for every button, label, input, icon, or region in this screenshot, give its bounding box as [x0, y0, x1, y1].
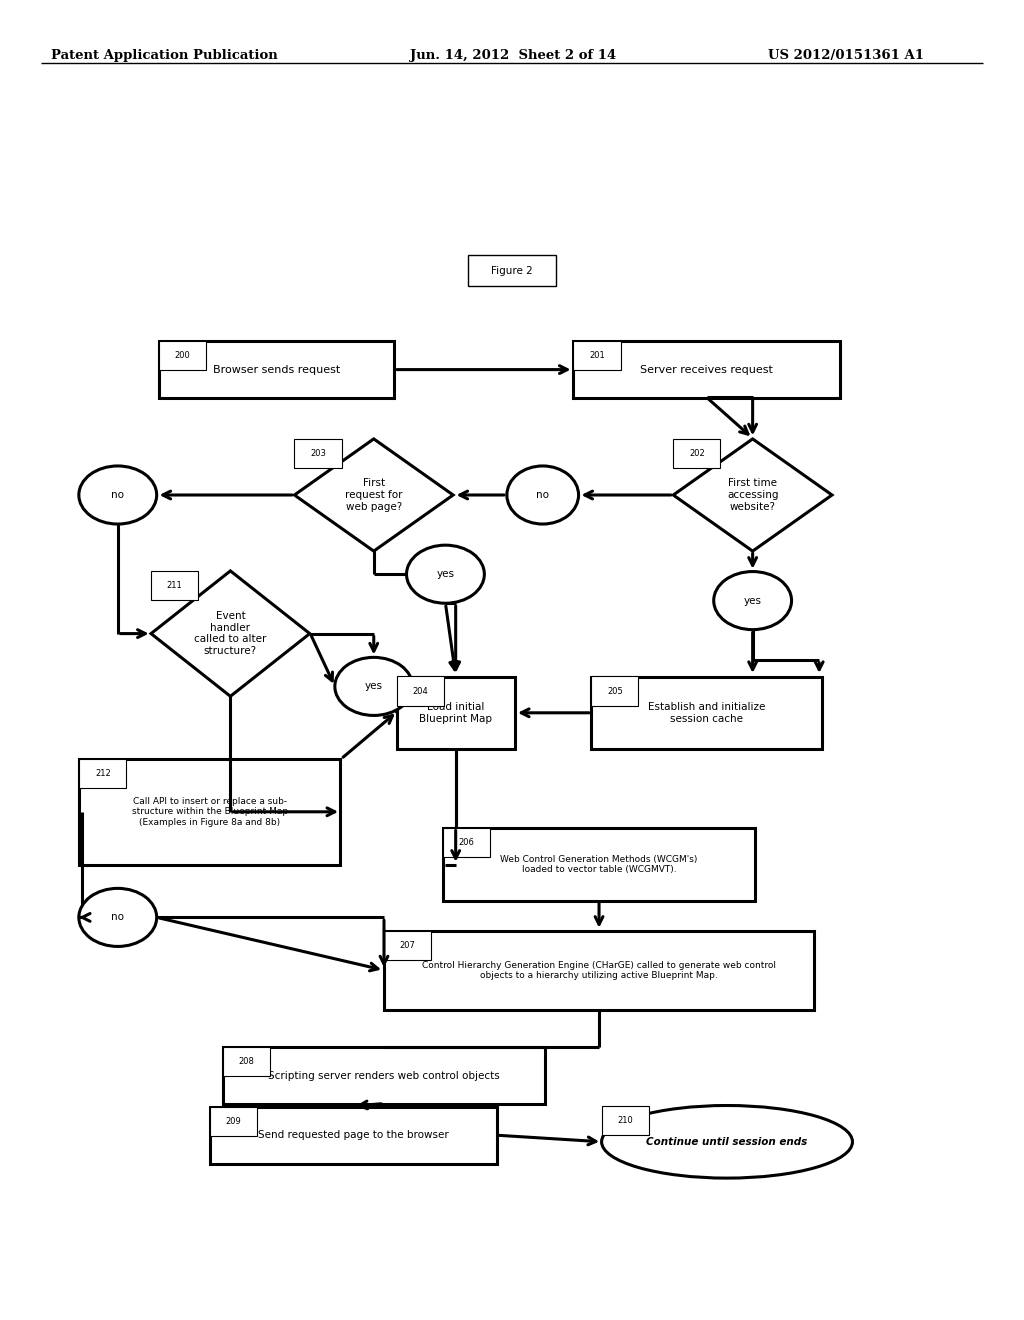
FancyBboxPatch shape [674, 438, 721, 469]
Text: 210: 210 [617, 1115, 633, 1125]
FancyBboxPatch shape [601, 1106, 649, 1134]
Text: yes: yes [743, 595, 762, 606]
Text: 200: 200 [174, 351, 190, 360]
FancyBboxPatch shape [79, 759, 127, 788]
FancyBboxPatch shape [442, 829, 489, 858]
Text: Control Hierarchy Generation Engine (CHarGE) called to generate web control
obje: Control Hierarchy Generation Engine (CHa… [422, 961, 776, 979]
Text: 204: 204 [413, 686, 428, 696]
Text: Scripting server renders web control objects: Scripting server renders web control obj… [268, 1071, 500, 1081]
FancyBboxPatch shape [442, 829, 756, 902]
FancyBboxPatch shape [397, 676, 444, 705]
FancyBboxPatch shape [469, 255, 555, 286]
Text: 205: 205 [607, 686, 623, 696]
Text: Patent Application Publication: Patent Application Publication [51, 49, 278, 62]
Text: First time
accessing
website?: First time accessing website? [727, 478, 778, 512]
Ellipse shape [335, 657, 413, 715]
FancyBboxPatch shape [152, 570, 199, 599]
FancyBboxPatch shape [223, 1048, 545, 1104]
Text: yes: yes [365, 681, 383, 692]
Text: 209: 209 [225, 1117, 242, 1126]
Text: 208: 208 [239, 1057, 254, 1067]
Text: Load initial
Blueprint Map: Load initial Blueprint Map [419, 702, 493, 723]
Ellipse shape [79, 466, 157, 524]
Ellipse shape [714, 572, 792, 630]
Text: 212: 212 [95, 770, 111, 777]
Polygon shape [295, 438, 453, 552]
Ellipse shape [407, 545, 484, 603]
FancyBboxPatch shape [159, 341, 394, 399]
Text: 202: 202 [689, 449, 705, 458]
Text: Web Control Generation Methods (WCGM's)
loaded to vector table (WCGMVT).: Web Control Generation Methods (WCGM's) … [501, 855, 697, 874]
Ellipse shape [507, 466, 579, 524]
Text: 206: 206 [459, 838, 474, 847]
Ellipse shape [601, 1106, 852, 1177]
FancyBboxPatch shape [210, 1106, 497, 1164]
Text: Establish and initialize
session cache: Establish and initialize session cache [648, 702, 765, 723]
Text: no: no [112, 912, 124, 923]
Polygon shape [674, 438, 831, 552]
FancyBboxPatch shape [295, 438, 341, 469]
FancyBboxPatch shape [573, 342, 621, 371]
FancyBboxPatch shape [159, 342, 206, 371]
Text: Server receives request: Server receives request [640, 364, 773, 375]
Text: 201: 201 [589, 351, 605, 360]
FancyBboxPatch shape [591, 676, 821, 750]
Text: Jun. 14, 2012  Sheet 2 of 14: Jun. 14, 2012 Sheet 2 of 14 [410, 49, 615, 62]
FancyBboxPatch shape [223, 1048, 270, 1077]
Text: US 2012/0151361 A1: US 2012/0151361 A1 [768, 49, 924, 62]
FancyBboxPatch shape [384, 931, 431, 960]
Text: Call API to insert or replace a sub-
structure within the Blueprint Map
(Example: Call API to insert or replace a sub- str… [132, 797, 288, 826]
FancyBboxPatch shape [573, 341, 840, 399]
Text: no: no [537, 490, 549, 500]
Text: First
request for
web page?: First request for web page? [345, 478, 402, 512]
FancyBboxPatch shape [397, 676, 515, 750]
FancyBboxPatch shape [210, 1106, 257, 1135]
Text: no: no [112, 490, 124, 500]
Text: Continue until session ends: Continue until session ends [646, 1137, 808, 1147]
Text: yes: yes [436, 569, 455, 579]
FancyBboxPatch shape [384, 931, 814, 1010]
Text: Browser sends request: Browser sends request [213, 364, 340, 375]
Text: Send requested page to the browser: Send requested page to the browser [258, 1130, 449, 1140]
Text: 207: 207 [399, 941, 416, 949]
Text: 203: 203 [310, 449, 326, 458]
Polygon shape [152, 570, 309, 697]
Text: Figure 2: Figure 2 [492, 265, 532, 276]
Ellipse shape [79, 888, 157, 946]
Text: Event
handler
called to alter
structure?: Event handler called to alter structure? [195, 611, 266, 656]
Text: 211: 211 [167, 581, 182, 590]
FancyBboxPatch shape [591, 676, 639, 705]
FancyBboxPatch shape [79, 759, 340, 865]
